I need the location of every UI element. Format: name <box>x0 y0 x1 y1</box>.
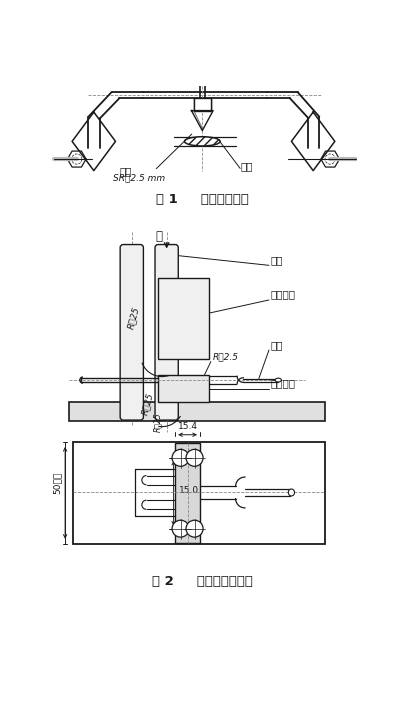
Circle shape <box>172 450 189 466</box>
Text: 力: 力 <box>155 230 162 243</box>
Circle shape <box>172 521 189 537</box>
Bar <box>158 374 208 402</box>
Text: R＝25: R＝25 <box>154 412 162 432</box>
Bar <box>73 442 325 544</box>
Bar <box>175 443 200 543</box>
Text: 试样: 试样 <box>270 339 283 349</box>
Text: 图 1     球压试验装置: 图 1 球压试验装置 <box>156 193 249 206</box>
Circle shape <box>186 450 203 466</box>
Text: R＝25: R＝25 <box>140 391 154 416</box>
Text: R＝2.5: R＝2.5 <box>212 352 238 362</box>
FancyBboxPatch shape <box>155 245 178 420</box>
Text: 移动压块: 移动压块 <box>270 290 295 300</box>
Text: 试样: 试样 <box>240 161 253 171</box>
FancyBboxPatch shape <box>120 245 143 420</box>
Bar <box>69 402 325 421</box>
Ellipse shape <box>288 489 295 496</box>
Bar <box>194 98 211 110</box>
Bar <box>158 279 208 359</box>
Text: SR＝2.5 mm: SR＝2.5 mm <box>113 173 165 183</box>
Text: 导轨: 导轨 <box>270 255 283 265</box>
Ellipse shape <box>275 378 281 382</box>
Text: R＝25: R＝25 <box>126 306 141 331</box>
Text: 球面: 球面 <box>119 166 132 176</box>
Text: 图 2     热压缩试验装置: 图 2 热压缩试验装置 <box>152 575 253 588</box>
Ellipse shape <box>185 137 220 146</box>
Text: 50最小: 50最小 <box>52 473 61 495</box>
Text: 固定压块: 固定压块 <box>270 378 295 388</box>
Text: 15.4: 15.4 <box>177 422 198 430</box>
Text: 15.0: 15.0 <box>179 486 199 495</box>
Circle shape <box>186 521 203 537</box>
